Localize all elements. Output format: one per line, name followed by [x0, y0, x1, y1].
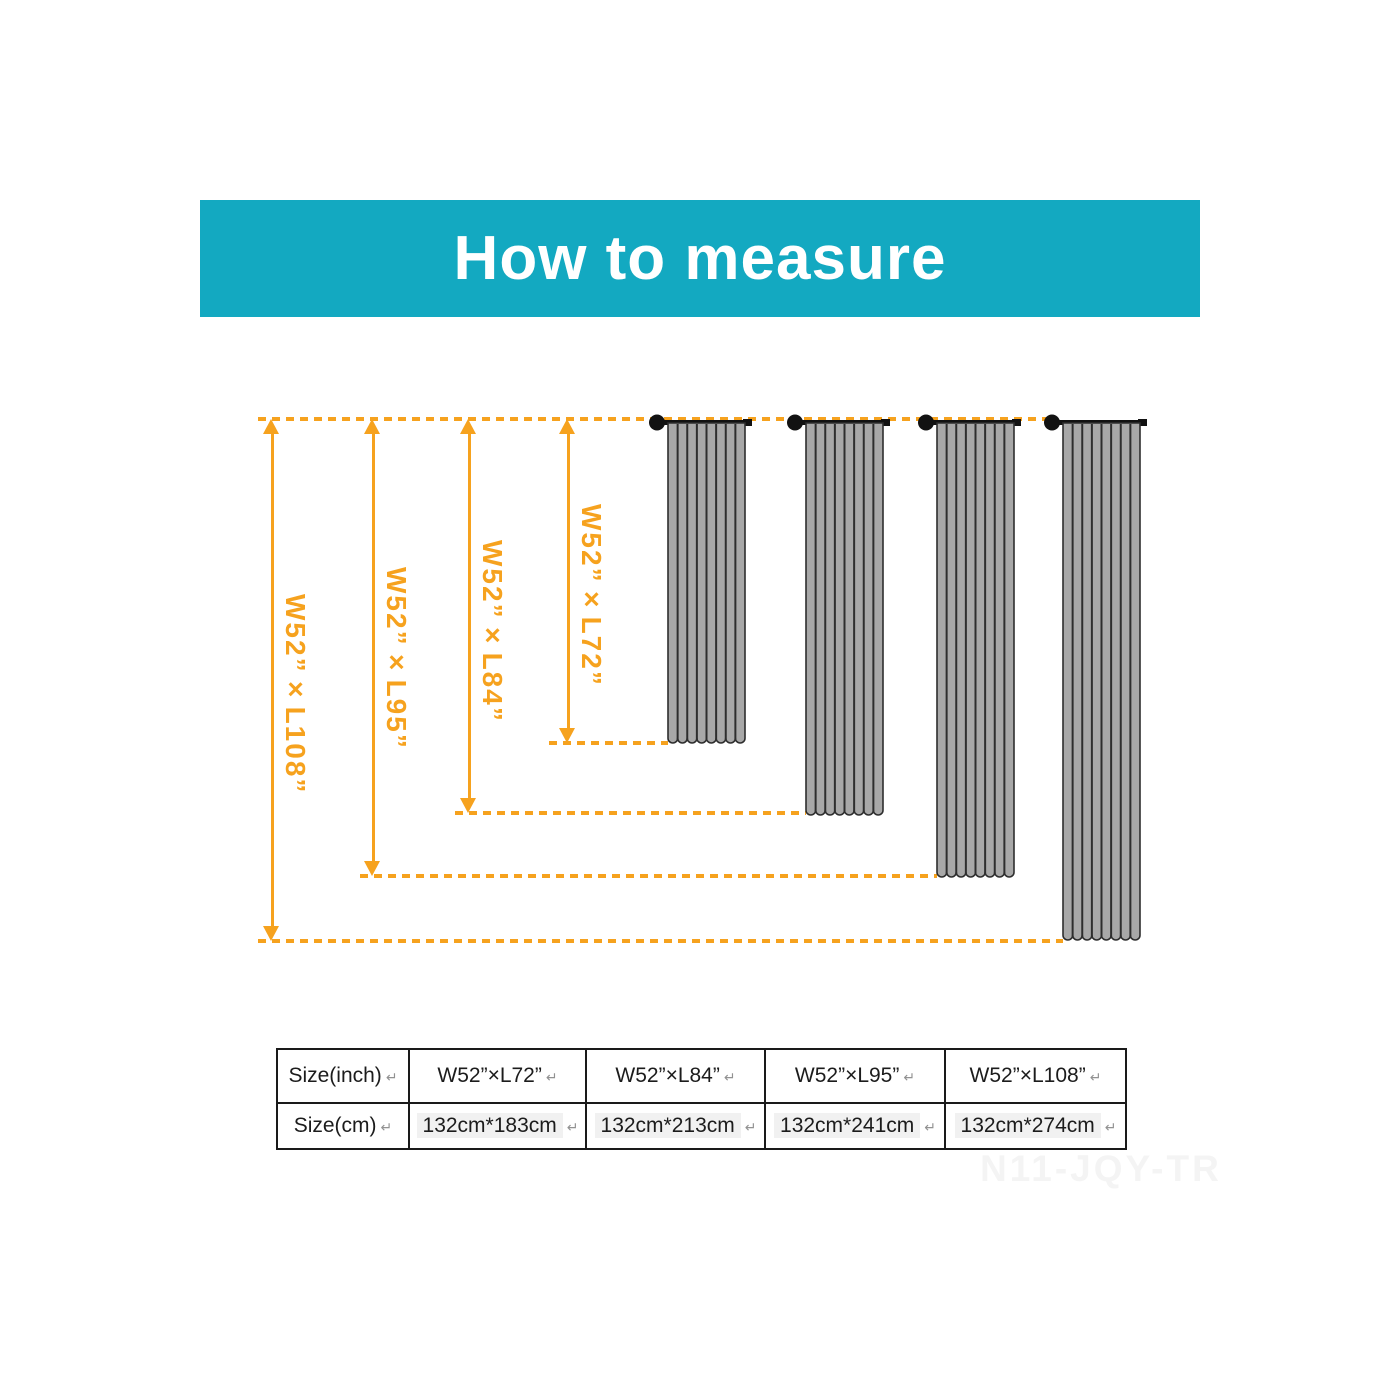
- rod-finial-ball: [1044, 414, 1060, 431]
- arrowhead-down-icon: [460, 798, 476, 813]
- measure-label: W52”×L84”: [477, 540, 508, 723]
- bottom-dotted-line: [549, 741, 668, 745]
- cell-value: W52”×L84”: [615, 1064, 720, 1087]
- cell-value-highlighted: 132cm*274cm: [954, 1113, 1101, 1138]
- arrowhead-up-icon: [559, 419, 575, 434]
- curtain: [1044, 414, 1147, 941]
- measure-label: W52”×L95”: [381, 567, 412, 750]
- return-mark-icon: ↵: [1089, 1069, 1102, 1085]
- rod-finial-ball: [787, 414, 803, 431]
- cell-value: Size(cm): [293, 1114, 377, 1137]
- table-row: Size(cm) ↵ 132cm*183cm ↵ 132cm*213cm ↵ 132cm*2…: [276, 1102, 1127, 1150]
- rod-finial-ball: [649, 414, 665, 431]
- size-value-cell: 132cm*213cm ↵: [585, 1102, 766, 1150]
- bottom-dotted-line: [455, 811, 806, 815]
- cell-value-highlighted: 132cm*213cm: [594, 1113, 741, 1138]
- measure-label: W52”×L72”: [576, 504, 607, 687]
- measure-arrow-line: [372, 431, 375, 863]
- return-mark-icon: ↵: [744, 1119, 757, 1135]
- row-header-cell: Size(cm) ↵: [276, 1102, 410, 1150]
- cell-value-highlighted: 132cm*241cm: [774, 1113, 921, 1138]
- cell-value: W52”×L95”: [794, 1064, 900, 1087]
- curtain: [649, 414, 752, 744]
- size-value-cell: W52”×L72” ↵: [408, 1048, 587, 1104]
- return-mark-icon: ↵: [380, 1119, 393, 1135]
- rod-end-bracket: [1138, 419, 1147, 426]
- size-table: Size(inch) ↵ W52”×L72” ↵ W52”×L84” ↵ W52”×L95”…: [276, 1048, 1127, 1150]
- bottom-dotted-line: [360, 874, 937, 878]
- curtain: [918, 414, 1021, 878]
- arrowhead-down-icon: [364, 861, 380, 876]
- return-mark-icon: ↵: [385, 1069, 398, 1085]
- cell-value-highlighted: 132cm*183cm: [416, 1113, 563, 1138]
- return-mark-icon: ↵: [545, 1069, 558, 1085]
- size-value-cell: 132cm*241cm ↵: [764, 1102, 946, 1150]
- return-mark-icon: ↵: [924, 1119, 936, 1135]
- rod-end-bracket: [743, 419, 752, 426]
- header-banner: How to measure: [200, 200, 1200, 317]
- page-title: How to measure: [453, 224, 947, 293]
- measure-label: W52”×L108”: [280, 594, 311, 795]
- size-value-cell: 132cm*274cm ↵: [944, 1102, 1127, 1150]
- bottom-dotted-line: [258, 939, 1063, 943]
- return-mark-icon: ↵: [1104, 1119, 1117, 1135]
- size-value-cell: W52”×L84” ↵: [585, 1048, 766, 1104]
- measure-arrow-line: [271, 431, 274, 928]
- cell-value: Size(inch): [288, 1064, 382, 1087]
- measure-arrow-line: [468, 431, 471, 800]
- table-row: Size(inch) ↵ W52”×L72” ↵ W52”×L84” ↵ W52”×L95”…: [276, 1048, 1127, 1104]
- arrowhead-up-icon: [460, 419, 476, 434]
- cell-value: W52”×L72”: [437, 1064, 542, 1087]
- cell-value: W52”×L108”: [969, 1064, 1086, 1087]
- arrowhead-down-icon: [559, 728, 575, 743]
- row-header-cell: Size(inch) ↵: [276, 1048, 410, 1104]
- size-value-cell: W52”×L95” ↵: [764, 1048, 946, 1104]
- return-mark-icon: ↵: [903, 1069, 916, 1085]
- arrowhead-down-icon: [263, 926, 279, 941]
- rod-end-bracket: [881, 419, 890, 426]
- size-value-cell: W52”×L108” ↵: [944, 1048, 1127, 1104]
- rod-end-bracket: [1012, 419, 1021, 426]
- return-mark-icon: ↵: [566, 1119, 579, 1135]
- return-mark-icon: ↵: [723, 1069, 736, 1085]
- size-value-cell: 132cm*183cm ↵: [408, 1102, 587, 1150]
- curtain: [787, 414, 890, 816]
- watermark: N11-JQY-TR: [980, 1148, 1222, 1189]
- measure-arrow-line: [567, 431, 570, 730]
- arrowhead-up-icon: [263, 419, 279, 434]
- rod-finial-ball: [918, 414, 934, 431]
- arrowhead-up-icon: [364, 419, 380, 434]
